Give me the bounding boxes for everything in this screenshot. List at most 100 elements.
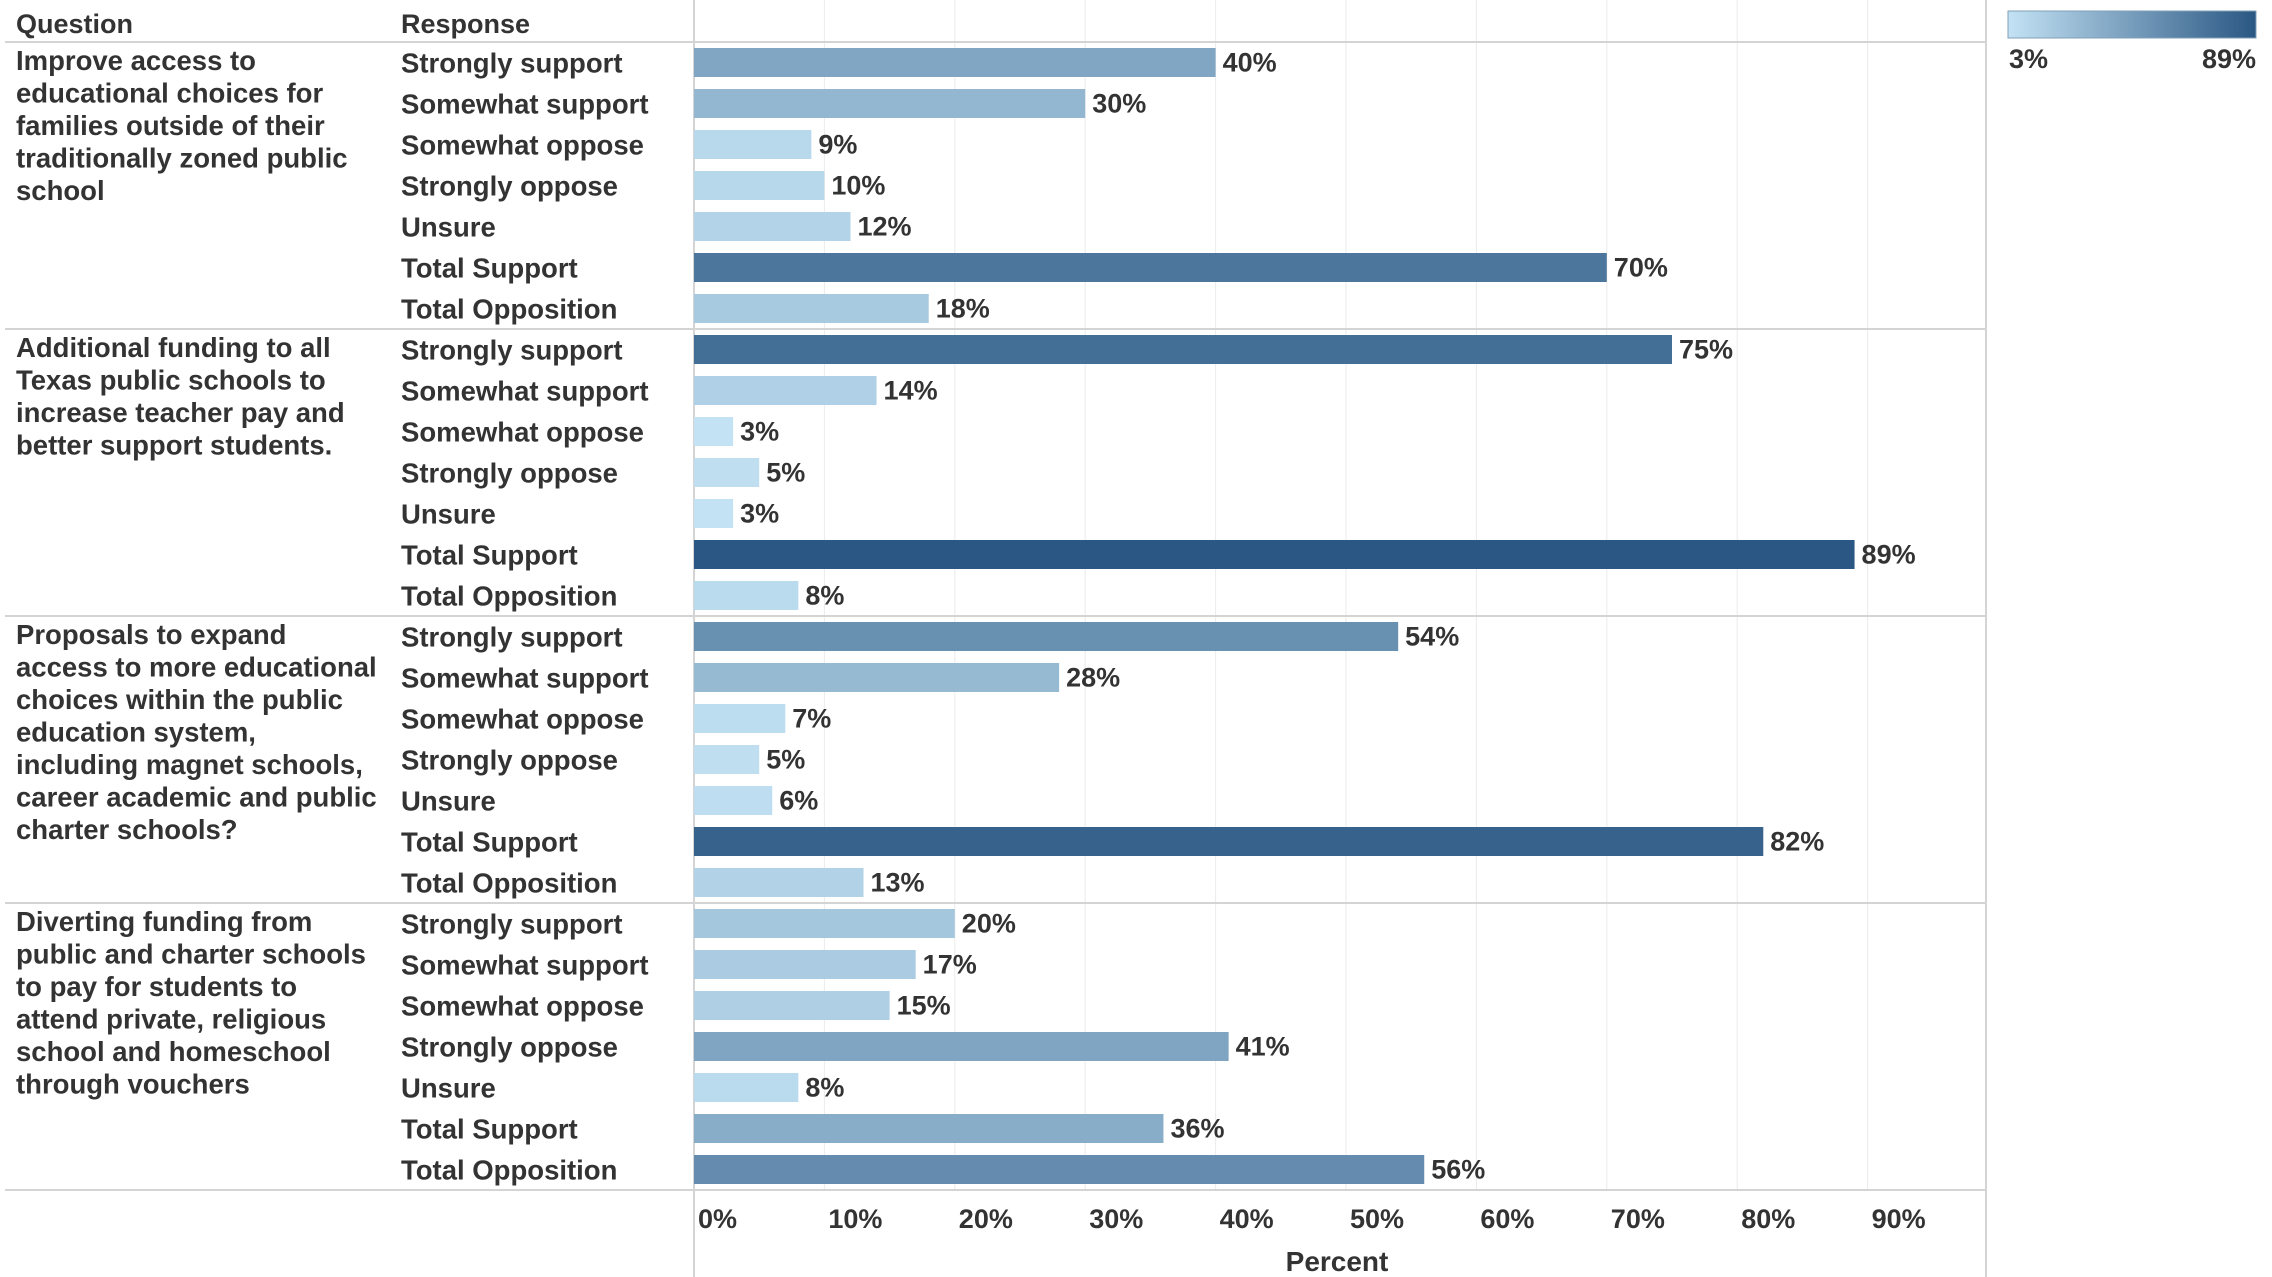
response-label: Unsure	[401, 1073, 496, 1104]
response-label: Somewhat support	[401, 376, 649, 407]
bar	[694, 868, 864, 897]
bar-value-label: 5%	[766, 745, 805, 775]
bar-value-label: 56%	[1431, 1155, 1485, 1185]
bar	[694, 909, 955, 938]
bar-value-label: 82%	[1770, 827, 1824, 857]
response-label: Unsure	[401, 499, 496, 530]
gridlines	[823, 0, 1869, 1190]
bar	[694, 1032, 1229, 1061]
x-tick-label: 50%	[1350, 1204, 1404, 1234]
bar-value-label: 40%	[1223, 48, 1277, 78]
legend-min-label: 3%	[2009, 44, 2048, 74]
response-label: Strongly support	[401, 48, 623, 79]
x-tick-label: 0%	[698, 1204, 737, 1234]
bar-value-label: 89%	[1862, 540, 1916, 570]
question-label-line: Diverting funding from	[16, 906, 312, 937]
response-label: Strongly support	[401, 335, 623, 366]
bar-value-label: 10%	[831, 171, 885, 201]
bar-value-label: 36%	[1170, 1114, 1224, 1144]
response-label: Unsure	[401, 786, 496, 817]
bar	[694, 622, 1399, 651]
bar-value-label: 70%	[1614, 253, 1668, 283]
x-tick-label: 30%	[1089, 1204, 1143, 1234]
question-label-line: Improve access to	[16, 45, 256, 76]
response-label: Total Opposition	[401, 294, 617, 325]
response-label: Total Opposition	[401, 1155, 617, 1186]
bar	[694, 786, 773, 815]
bar	[694, 704, 786, 733]
bar-value-label: 6%	[779, 786, 818, 816]
x-tick-label: 80%	[1741, 1204, 1795, 1234]
bar	[694, 991, 890, 1020]
bar	[694, 376, 877, 405]
bar-value-label: 20%	[962, 909, 1016, 939]
bar	[694, 417, 734, 446]
bar-value-label: 8%	[805, 581, 844, 611]
bar-value-label: 12%	[857, 212, 911, 242]
question-label-line: Texas public schools to	[16, 365, 326, 396]
response-label: Somewhat oppose	[401, 991, 644, 1022]
response-label: Total Opposition	[401, 581, 617, 612]
question-label-line: school	[16, 175, 105, 206]
response-label: Somewhat oppose	[401, 417, 644, 448]
bar-value-label: 9%	[818, 130, 857, 160]
bar	[694, 294, 929, 323]
bar	[694, 458, 760, 487]
bar	[694, 745, 760, 774]
bar-value-label: 18%	[936, 294, 990, 324]
response-label: Strongly oppose	[401, 171, 618, 202]
response-label: Strongly oppose	[401, 1032, 618, 1063]
bar-value-label: 28%	[1066, 663, 1120, 693]
x-tick-label: 70%	[1611, 1204, 1665, 1234]
question-label-line: educational choices for	[16, 78, 323, 109]
question-label-line: education system,	[16, 717, 256, 748]
bar	[694, 171, 825, 200]
x-tick-label: 10%	[828, 1204, 882, 1234]
header-response: Response	[401, 9, 530, 39]
response-label: Somewhat support	[401, 89, 649, 120]
response-label: Strongly support	[401, 622, 623, 653]
question-label-line: to pay for students to	[16, 971, 297, 1002]
bar	[694, 663, 1060, 692]
question-label-line: increase teacher pay and	[16, 397, 345, 428]
response-label: Total Opposition	[401, 868, 617, 899]
bar-value-label: 75%	[1679, 335, 1733, 365]
bar-value-label: 3%	[740, 499, 779, 529]
x-axis-title: Percent	[1286, 1246, 1389, 1277]
table-frame	[5, 0, 1987, 1277]
response-label: Strongly support	[401, 909, 623, 940]
question-label-line: Additional funding to all	[16, 332, 331, 363]
bar-value-label: 17%	[923, 950, 977, 980]
response-label: Total Support	[401, 827, 578, 858]
bar-value-label: 7%	[792, 704, 831, 734]
bar-value-label: 30%	[1092, 89, 1146, 119]
question-label-line: public and charter schools	[16, 939, 366, 970]
response-label: Unsure	[401, 212, 496, 243]
bar-value-label: 15%	[897, 991, 951, 1021]
bar	[694, 1073, 799, 1102]
question-label-line: traditionally zoned public	[16, 143, 348, 174]
question-label-line: Proposals to expand	[16, 619, 286, 650]
bar-value-label: 5%	[766, 458, 805, 488]
question-label-line: better support students.	[16, 430, 332, 461]
response-label: Total Support	[401, 540, 578, 571]
bar	[694, 950, 916, 979]
header-question: Question	[16, 9, 133, 39]
bar	[694, 48, 1216, 77]
x-tick-label: 90%	[1872, 1204, 1926, 1234]
question-label-line: access to more educational	[16, 652, 377, 683]
question-label-line: school and homeschool	[16, 1036, 331, 1067]
bar-value-label: 41%	[1236, 1032, 1290, 1062]
response-rows: Strongly support 40% Somewhat support 30% So…	[401, 48, 1916, 1186]
x-tick-label: 40%	[1220, 1204, 1274, 1234]
bar	[694, 540, 1855, 569]
color-legend: 3% 89%	[2007, 10, 2257, 74]
response-label: Strongly oppose	[401, 458, 618, 489]
bar-value-label: 13%	[871, 868, 925, 898]
bar	[694, 335, 1672, 364]
x-axis-ticks: 0% 10% 20% 30% 40% 50% 60% 70% 80% 90%	[698, 1204, 1926, 1234]
bar	[694, 1155, 1425, 1184]
question-label-line: attend private, religious	[16, 1004, 326, 1035]
